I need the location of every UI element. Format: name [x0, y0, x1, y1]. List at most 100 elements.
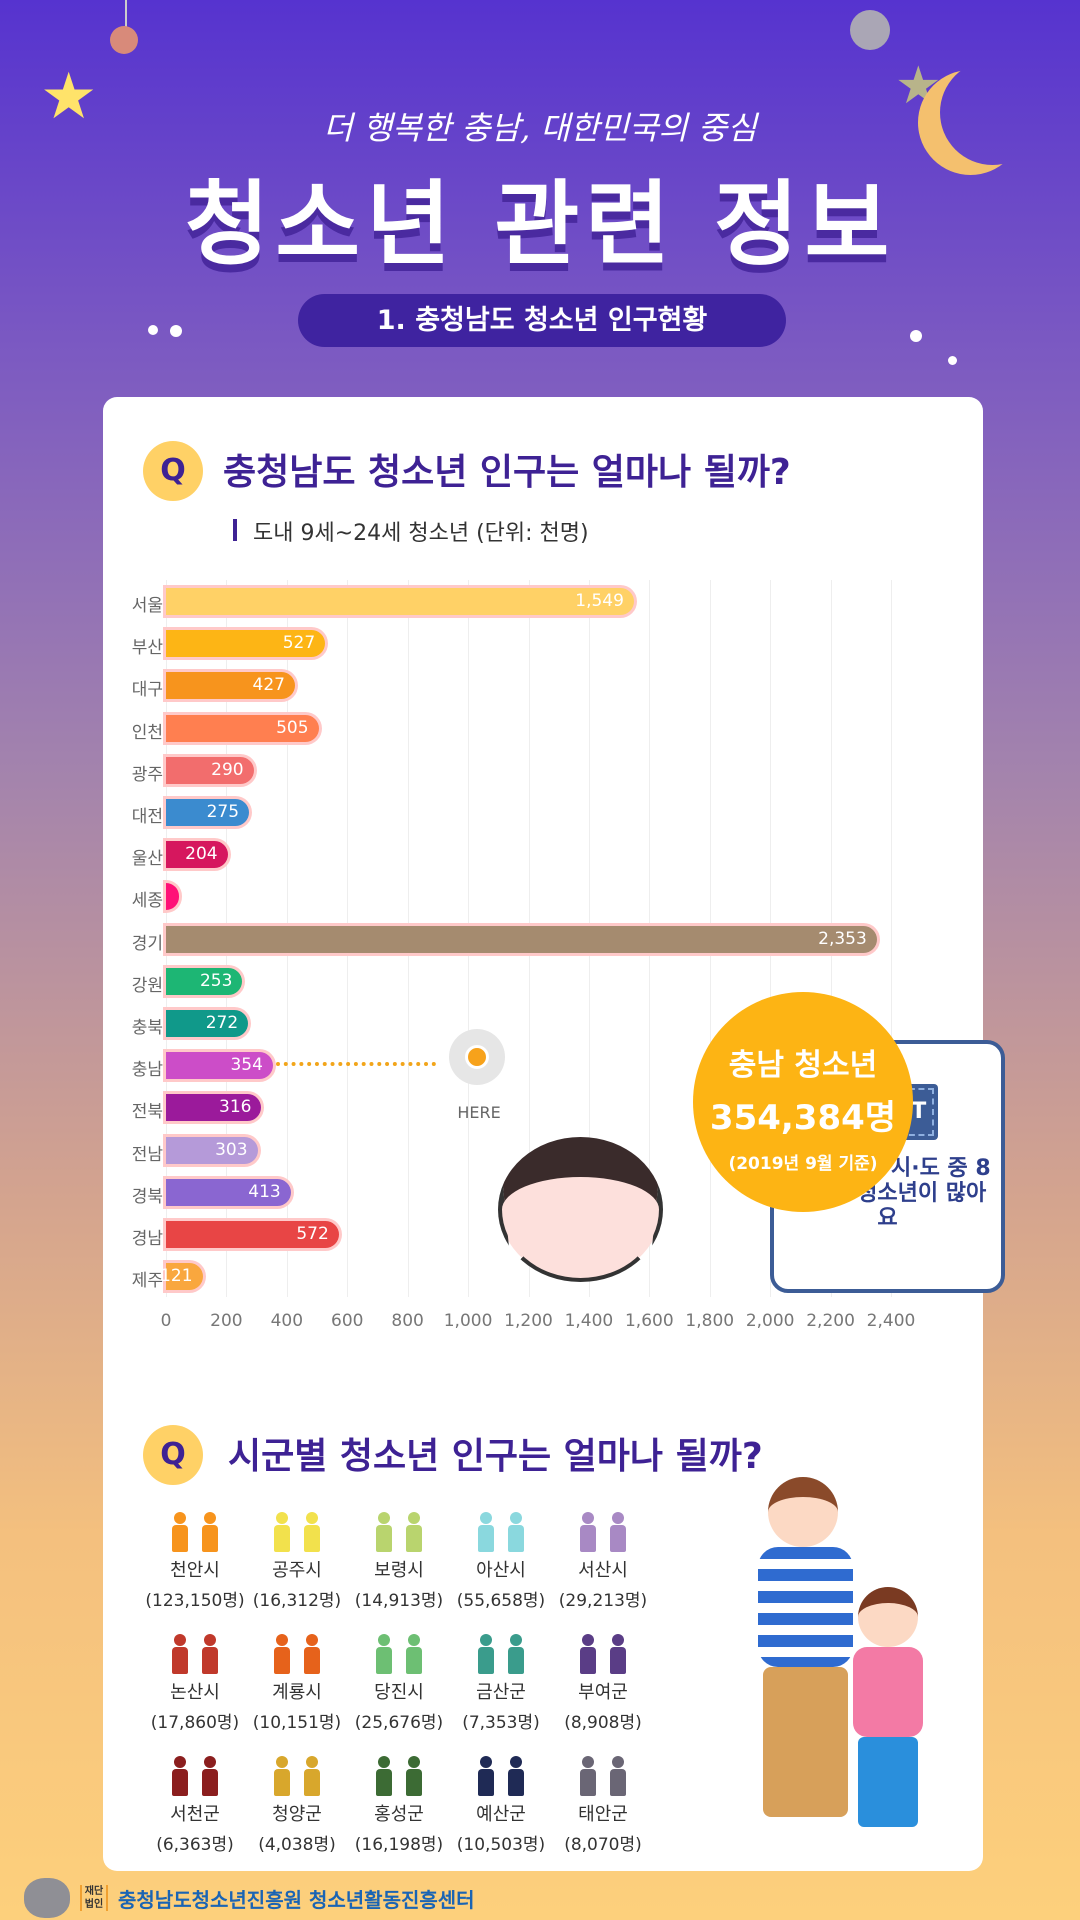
region-count: (10,503명): [456, 1835, 546, 1855]
bar-전남: 303: [166, 1136, 258, 1164]
region-name: 당진시: [374, 1682, 424, 1703]
region-name: 천안시: [170, 1560, 220, 1581]
region-name: 논산시: [170, 1682, 220, 1703]
region-name: 예산군: [476, 1804, 526, 1825]
bar-value-label: 272: [205, 1013, 239, 1033]
region-item: 금산군 (7,353명): [441, 1634, 561, 1733]
person-icon: [402, 1512, 426, 1552]
region-name: 서천군: [170, 1804, 220, 1825]
y-category-label: 부산: [131, 638, 163, 659]
person-icon: [270, 1756, 294, 1796]
y-category-label: 대전: [131, 807, 163, 827]
y-category-label: 세종: [131, 891, 163, 912]
person-icon: [576, 1756, 600, 1796]
here-marker: [449, 1029, 505, 1085]
bar-value-label: 303: [215, 1139, 248, 1160]
person-icon: [402, 1634, 426, 1674]
bar-강원: 253: [166, 967, 243, 995]
bubble-date: (2019년 9월 기준): [728, 1154, 878, 1174]
y-category-label: 충북: [131, 1018, 163, 1038]
bar-value-label: 253: [199, 970, 233, 991]
region-item: 부여군 (8,908명): [543, 1634, 663, 1733]
x-tick-label: 1,000: [443, 1311, 493, 1332]
region-item: 홍성군 (16,198명): [339, 1756, 459, 1855]
star-dot: [148, 325, 158, 335]
bar-경남: 572: [166, 1221, 339, 1248]
section-title: 1. 충청남도 청소년 인구현황: [298, 294, 786, 347]
person-icon: [198, 1634, 222, 1674]
q-badge: Q: [143, 1425, 203, 1485]
bar-대전: 275: [166, 799, 250, 826]
person-icon: [168, 1756, 192, 1796]
bar-value-label: 427: [252, 675, 285, 696]
x-tick-label: 400: [270, 1311, 304, 1332]
person-icon: [168, 1512, 192, 1552]
person-icon: [474, 1756, 498, 1796]
x-tick-label: 1,200: [504, 1311, 553, 1332]
y-category-label: 서울: [131, 596, 163, 616]
person-icon: [576, 1512, 600, 1552]
bar-value-label: 121: [160, 1266, 193, 1287]
region-item: 청양군 (4,038명): [237, 1756, 357, 1855]
x-tick-label: 600: [331, 1311, 364, 1332]
person-icon: [504, 1634, 528, 1674]
bar-충남: 354: [166, 1052, 273, 1080]
question-1: 충청남도 청소년 인구는 얼마나 될까?: [223, 452, 791, 493]
region-count: (10,151명): [252, 1713, 342, 1733]
region-name: 부여군: [578, 1682, 628, 1703]
q-badge: Q: [143, 441, 203, 501]
girl-illustration: [498, 1137, 663, 1282]
person-icon: [270, 1512, 294, 1552]
region-name: 태안군: [578, 1804, 628, 1825]
caption-bar: [233, 519, 237, 541]
region-count: (55,658명): [456, 1591, 546, 1611]
y-category-label: 충남: [131, 1060, 163, 1081]
bar-서울: 1,549: [166, 588, 634, 615]
region-name: 공주시: [272, 1560, 322, 1581]
region-item: 공주시 (16,312명): [237, 1512, 357, 1611]
bar-value-label: 527: [282, 633, 316, 654]
region-count: (14,913명): [354, 1591, 444, 1611]
y-category-label: 울산: [131, 849, 163, 870]
region-name: 금산군: [476, 1682, 526, 1703]
person-icon: [300, 1512, 324, 1552]
star-dot: [170, 325, 182, 337]
bar-value-label: 572: [296, 1224, 329, 1244]
person-icon: [606, 1756, 630, 1796]
here-label: HERE: [457, 1103, 501, 1122]
region-name: 아산시: [476, 1560, 526, 1581]
y-category-label: 인천: [131, 722, 163, 743]
person-icon: [198, 1512, 222, 1552]
bar-인천: 505: [166, 714, 319, 742]
bar-value-label: 354: [230, 1055, 263, 1076]
person-icon: [606, 1512, 630, 1552]
region-name: 청양군: [272, 1804, 322, 1825]
grid-line: [891, 580, 892, 1298]
region-count: (16,198명): [354, 1835, 444, 1855]
region-item: 논산시 (17,860명): [135, 1634, 255, 1733]
bubble-line1: 충남 청소년: [728, 1048, 878, 1083]
region-count: (25,676명): [354, 1713, 444, 1733]
y-category-label: 광주: [131, 764, 163, 785]
y-category-label: 전북: [131, 1102, 163, 1123]
star-dot: [948, 356, 957, 365]
person-icon: [270, 1634, 294, 1674]
region-item: 서천군 (6,363명): [135, 1756, 255, 1855]
x-tick-label: 1,400: [564, 1311, 614, 1332]
star-icon: ★: [895, 56, 942, 116]
person-icon: [372, 1512, 396, 1552]
bar-부산: 527: [166, 630, 326, 658]
region-name: 계룡시: [272, 1682, 322, 1703]
bar-value-label: 1,549: [575, 591, 624, 611]
person-icon: [372, 1634, 396, 1674]
question-2: 시군별 청소년 인구는 얼마나 될까?: [228, 1436, 763, 1477]
bar-제주: 121: [160, 1263, 203, 1291]
person-icon: [606, 1634, 630, 1674]
pointer-dots: [276, 1062, 436, 1066]
bar-value-label: 413: [248, 1181, 281, 1202]
person-icon: [372, 1756, 396, 1796]
y-category-label: 제주: [131, 1271, 163, 1292]
bar-세종: [166, 883, 179, 911]
y-category-label: 경남: [131, 1229, 163, 1249]
footer: 재단 법인 충청남도청소년진흥원 청소년활동진흥센터: [24, 1878, 475, 1918]
